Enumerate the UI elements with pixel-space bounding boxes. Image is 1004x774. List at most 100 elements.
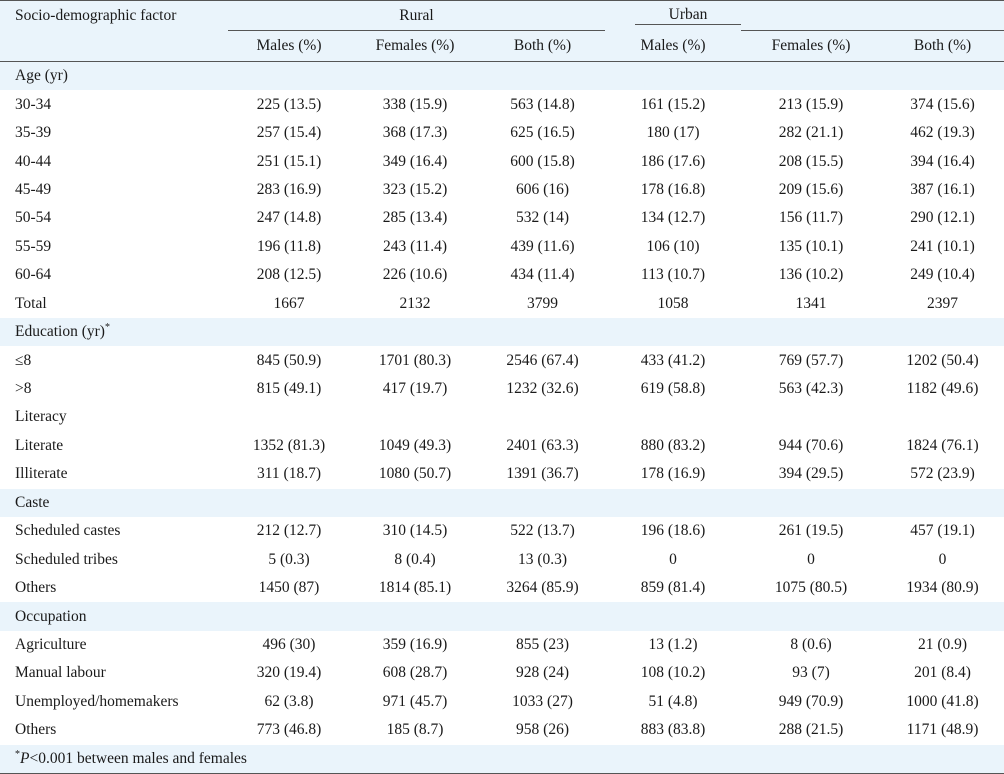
table-cell: 462 (19.3): [910, 124, 975, 142]
row-label: >8: [15, 380, 32, 398]
table-cell: 241 (10.1): [910, 237, 975, 255]
table-cell: 249 (10.4): [910, 266, 975, 284]
table-cell: 161 (15.2): [640, 95, 706, 113]
table-row: Literate 1352 (81.3) 1049 (49.3) 2401 (63.3…: [0, 432, 1004, 460]
table-cell: 208 (12.5): [256, 266, 322, 284]
row-label: Illiterate: [15, 465, 68, 483]
section-label: Occupation: [0, 602, 1004, 631]
table-row: 35-39 257 (15.4) 368 (17.3) 625 (16.5) 180 (…: [0, 119, 1004, 147]
table-row: Total 1667 2132 3799 1058 1341 2397: [0, 290, 1004, 318]
table-cell: 93 (7): [792, 664, 830, 682]
row-label: 60-64: [15, 266, 52, 284]
table-cell: 1341: [795, 294, 827, 312]
table-cell: 290 (12.1): [910, 209, 975, 227]
table-cell: 283 (16.9): [256, 180, 322, 198]
table-cell: 619 (58.8): [640, 380, 706, 398]
column-header: Both (%): [480, 30, 606, 62]
column-header: Females (%): [741, 30, 882, 62]
row-label: Others: [15, 579, 57, 597]
table-cell: 21 (0.9): [917, 635, 968, 653]
table-cell: 368 (17.3): [382, 124, 448, 142]
table-row: Scheduled tribes 5 (0.3) 8 (0.4) 13 (0.3) 0 0…: [0, 545, 1004, 573]
table-cell: 209 (15.6): [778, 180, 844, 198]
table-cell: [350, 403, 480, 431]
table-cell: 282 (21.1): [778, 124, 844, 142]
table-cell: 1391 (36.7): [506, 465, 579, 483]
table-cell: 1450 (87): [258, 579, 320, 597]
table-cell: 257 (15.4): [256, 124, 322, 142]
table-cell: 1824 (76.1): [906, 436, 979, 454]
table-cell: 135 (10.1): [778, 237, 844, 255]
table-cell: 532 (14): [516, 209, 569, 227]
table-cell: [881, 403, 1004, 431]
table-cell: 1182 (49.6): [906, 380, 979, 398]
table-cell: 285 (13.4): [382, 209, 448, 227]
table-cell: 433 (41.2): [640, 351, 706, 369]
table-cell: 1814 (85.1): [378, 579, 452, 597]
table-cell: 457 (19.1): [910, 522, 975, 540]
footnote-p: P: [20, 749, 30, 767]
table-cell: 13 (0.3): [517, 550, 568, 568]
table-cell: 971 (45.7): [382, 692, 448, 710]
table-row: 40-44 251 (15.1) 349 (16.4) 600 (15.8) 186 (…: [0, 147, 1004, 175]
table-cell: 156 (11.7): [779, 209, 844, 227]
table-cell: [228, 403, 350, 431]
table-cell: 394 (29.5): [778, 465, 844, 483]
section-label-text: Caste: [15, 493, 50, 511]
table-cell: 5 (0.3): [268, 550, 310, 568]
table-cell: 1171 (48.9): [906, 721, 979, 739]
table-cell: [480, 403, 605, 431]
table-cell: 394 (16.4): [910, 152, 975, 170]
table-cell: 0: [669, 550, 677, 568]
row-label: Others: [15, 721, 57, 739]
footnote-text: <0.001 between males and females: [29, 749, 247, 767]
row-label: 35-39: [15, 124, 52, 142]
table-cell: 769 (57.7): [778, 351, 844, 369]
table-row: Agriculture 496 (30) 359 (16.9) 855 (23) 13 …: [0, 631, 1004, 659]
table-cell: 136 (10.2): [778, 266, 844, 284]
column-header: Males (%): [228, 30, 350, 62]
row-label: Unemployed/homemakers: [15, 692, 179, 710]
section-label-text: Occupation: [15, 607, 87, 625]
table-cell: 1701 (80.3): [378, 351, 452, 369]
table-cell: 522 (13.7): [510, 522, 575, 540]
section-label-text: Age (yr): [15, 67, 68, 85]
table-cell: 349 (16.4): [382, 152, 448, 170]
table-cell: 606 (16): [516, 180, 569, 198]
table-cell: 185 (8.7): [386, 721, 444, 739]
table-body: Age (yr) 30-34 225 (13.5) 338 (15.9) 563 (14…: [0, 61, 1004, 745]
table-cell: 201 (8.4): [914, 664, 971, 682]
row-label: ≤8: [15, 351, 32, 369]
table-cell: 134 (12.7): [640, 209, 706, 227]
table-cell: 310 (14.5): [382, 522, 448, 540]
table-cell: 178 (16.9): [640, 465, 706, 483]
table-cell: 180 (17): [646, 124, 700, 142]
table-cell: [741, 403, 881, 431]
table-row: 55-59 196 (11.8) 243 (11.4) 439 (11.6) 106 (…: [0, 233, 1004, 261]
section-row: Occupation: [0, 602, 1004, 631]
table-cell: 226 (10.6): [382, 266, 448, 284]
table-cell: 212 (12.7): [256, 522, 322, 540]
row-label: Agriculture: [15, 635, 87, 653]
section-row: Education (yr)*: [0, 317, 1004, 347]
row-label: Manual labour: [15, 664, 106, 682]
table-cell: 225 (13.5): [256, 95, 322, 113]
table-cell: 1080 (50.7): [378, 465, 452, 483]
table-cell: 251 (15.1): [256, 152, 322, 170]
table-cell: 247 (14.8): [256, 209, 322, 227]
table-cell: 323 (15.2): [382, 180, 448, 198]
table-cell: 2132: [399, 294, 431, 312]
table-cell: 338 (15.9): [382, 95, 448, 113]
table-cell: 434 (11.4): [510, 266, 575, 284]
table-cell: 387 (16.1): [910, 180, 975, 198]
table-cell: 563 (14.8): [510, 95, 575, 113]
table-cell: 845 (50.9): [256, 351, 322, 369]
section-label: Caste: [0, 488, 1004, 517]
rural-group-header: Rural: [228, 0, 606, 31]
factor-header: Socio-demographic factor: [0, 0, 228, 31]
table-cell: 320 (19.4): [256, 664, 322, 682]
footnote-marker: *: [15, 748, 20, 760]
table-row: Scheduled castes 212 (12.7) 310 (14.5) 522 …: [0, 517, 1004, 545]
table-cell: 1075 (80.5): [774, 579, 848, 597]
table-row: 45-49 283 (16.9) 323 (15.2) 606 (16) 178 (16…: [0, 176, 1004, 204]
